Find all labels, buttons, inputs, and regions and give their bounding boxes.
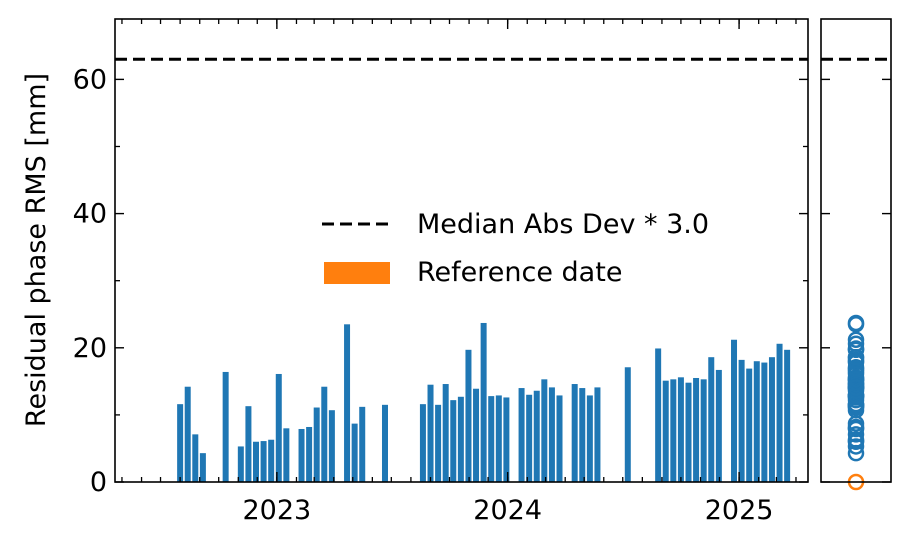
bar xyxy=(655,348,662,482)
legend-reference-label: Reference date xyxy=(417,257,622,288)
side-point xyxy=(847,426,865,443)
side-point xyxy=(847,415,865,432)
side-point xyxy=(847,379,865,396)
bar xyxy=(351,423,358,482)
bar xyxy=(488,396,495,482)
bar xyxy=(450,400,457,482)
bar xyxy=(199,453,206,482)
bar xyxy=(328,410,335,482)
bar xyxy=(359,406,366,482)
bar xyxy=(784,349,791,482)
y-axis-label: Residual phase RMS [mm] xyxy=(21,73,52,427)
bar xyxy=(670,379,677,482)
bar xyxy=(313,407,320,482)
y-tick-label: 40 xyxy=(73,199,107,230)
bar xyxy=(237,446,244,482)
bar xyxy=(685,382,692,482)
bar xyxy=(586,395,593,482)
bar xyxy=(677,377,684,482)
bar xyxy=(662,380,669,482)
y-tick-label: 20 xyxy=(73,333,107,364)
axis-ticks xyxy=(115,19,891,483)
bar xyxy=(579,388,586,482)
side-point xyxy=(847,335,865,353)
side-point xyxy=(847,341,865,359)
bar xyxy=(753,361,760,482)
side-plot-frame xyxy=(820,18,892,483)
bar xyxy=(473,388,480,482)
bar xyxy=(503,397,510,482)
bar xyxy=(435,404,442,482)
bar xyxy=(533,390,540,482)
bar xyxy=(693,377,700,482)
side-plot-points xyxy=(847,314,865,491)
bar xyxy=(442,384,449,482)
legend-threshold-label: Median Abs Dev * 3.0 xyxy=(417,209,709,240)
bar xyxy=(306,426,313,482)
side-point xyxy=(847,438,865,455)
bar xyxy=(268,439,275,482)
bar xyxy=(245,406,252,482)
bar xyxy=(344,324,351,482)
bar xyxy=(761,362,768,482)
bar xyxy=(776,343,783,482)
bar xyxy=(768,357,775,482)
bar xyxy=(548,387,555,482)
y-tick-label: 0 xyxy=(90,467,107,498)
bar xyxy=(746,368,753,482)
bar xyxy=(738,359,745,482)
y-tick-label: 60 xyxy=(73,64,107,95)
bar xyxy=(480,322,487,482)
bar xyxy=(222,371,229,482)
main-plot-frame xyxy=(114,18,809,483)
bar xyxy=(700,379,707,482)
bar xyxy=(457,396,464,482)
bar xyxy=(708,357,715,482)
bar xyxy=(715,369,722,482)
bar xyxy=(495,395,502,482)
bar xyxy=(192,434,199,482)
bar xyxy=(594,387,601,482)
side-point xyxy=(847,360,865,377)
x-tick-label: 2024 xyxy=(473,495,542,526)
bar xyxy=(253,441,259,482)
bar xyxy=(381,404,388,482)
bar xyxy=(321,386,328,482)
bar xyxy=(177,404,184,482)
bar xyxy=(283,428,290,482)
bar xyxy=(419,404,426,482)
bar xyxy=(518,388,525,482)
bar xyxy=(427,384,434,482)
main-plot-bars xyxy=(177,322,791,482)
bar xyxy=(731,339,738,482)
x-tick-label: 2023 xyxy=(243,495,312,526)
bar xyxy=(260,441,267,482)
tick-labels: 0 20 40 60 2023 2024 2025 xyxy=(73,64,774,526)
bar xyxy=(624,367,631,482)
bar xyxy=(465,349,472,482)
bar xyxy=(526,394,533,482)
bar xyxy=(541,379,548,482)
bar xyxy=(571,384,578,482)
side-point xyxy=(847,314,865,332)
side-point xyxy=(847,371,865,388)
x-tick-label: 2025 xyxy=(705,495,774,526)
bar xyxy=(275,373,282,482)
legend-reference-swatch xyxy=(324,262,390,284)
bar xyxy=(298,428,305,482)
bar xyxy=(556,395,563,482)
bar xyxy=(184,386,191,482)
legend: Median Abs Dev * 3.0 Reference date xyxy=(322,209,709,288)
